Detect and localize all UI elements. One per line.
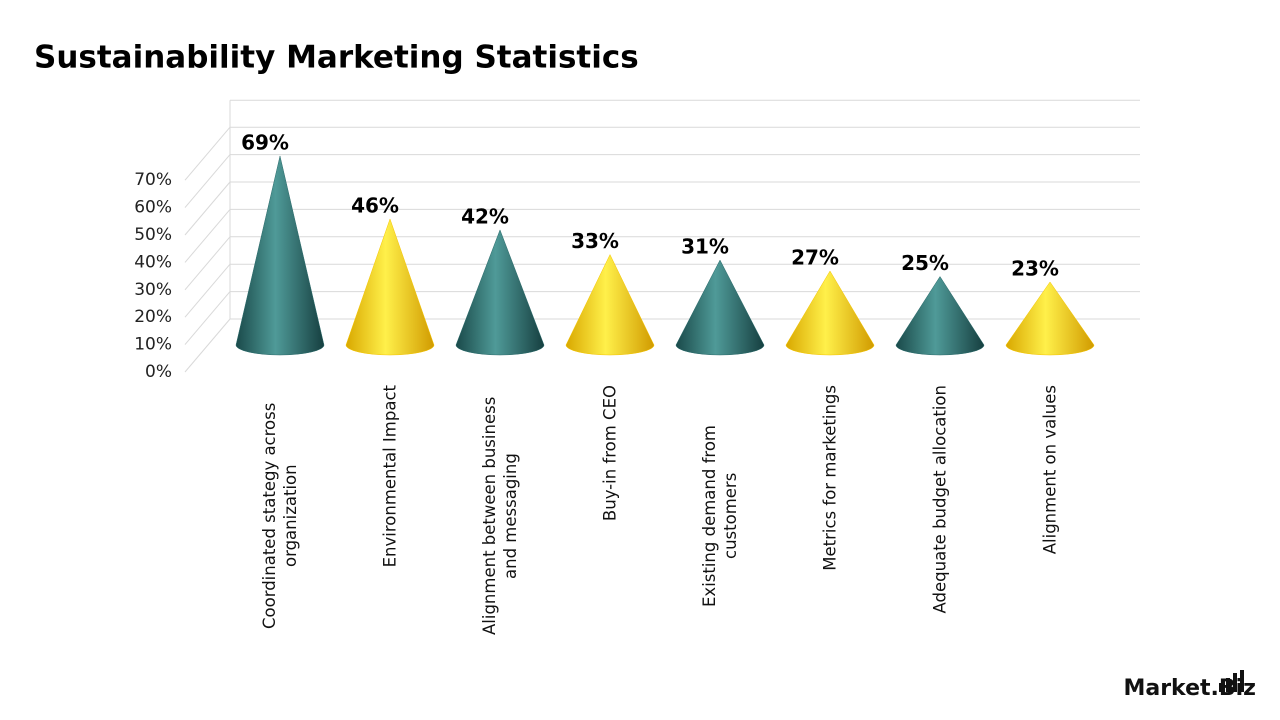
x-tick-label: Buy-in from CEO (600, 385, 620, 522)
data-label: 23% (1011, 256, 1059, 280)
logo: Market.Biz (1123, 676, 1256, 701)
cone (1005, 281, 1095, 356)
x-tick-label: Alignment on values (1040, 385, 1060, 555)
grid-line (184, 318, 231, 373)
logo-bar (1233, 673, 1237, 692)
data-label: 69% (241, 130, 289, 154)
logo-bar (1219, 683, 1223, 692)
y-tick-label: 40% (134, 252, 172, 272)
x-tick-label: Alignment between business and messaging (480, 396, 520, 636)
y-tick-label: 60% (134, 198, 172, 218)
grid-line (184, 126, 231, 181)
data-label: 27% (791, 246, 839, 270)
cone (345, 218, 435, 356)
grid-line (184, 236, 231, 291)
x-tick-label: Existing demand from customers (700, 425, 740, 607)
y-tick-label: 10% (134, 335, 172, 355)
x-tick-label: Adequate budget allocation (930, 385, 950, 614)
cone (235, 155, 325, 356)
grid-line (184, 209, 231, 263)
data-label: 31% (681, 235, 729, 259)
cone (895, 276, 985, 356)
grid-line (184, 263, 231, 318)
data-label: 42% (461, 204, 509, 228)
cone (565, 254, 655, 356)
chart-title: Sustainability Marketing Statistics (34, 40, 639, 76)
y-tick-label: 30% (134, 280, 172, 300)
y-tick-label: 20% (134, 307, 172, 327)
grid-line (184, 291, 231, 345)
grid-line (184, 154, 231, 208)
x-tick-label: Coordinated stategy across organization (260, 402, 300, 630)
x-tick-label: Environmental Impact (380, 385, 400, 568)
x-tick-label: Metrics for marketings (820, 385, 840, 571)
logo-bar (1226, 678, 1230, 692)
logo-bar (1240, 670, 1244, 692)
data-label: 25% (901, 251, 949, 275)
y-tick-label: 50% (134, 225, 172, 245)
y-tick-label: 70% (134, 170, 172, 190)
data-label: 33% (571, 229, 619, 253)
y-tick-label: 0% (145, 362, 172, 382)
grid-line (184, 181, 231, 236)
cone (675, 259, 765, 356)
cone (785, 270, 875, 356)
data-label: 46% (351, 193, 399, 217)
cone (455, 229, 545, 356)
